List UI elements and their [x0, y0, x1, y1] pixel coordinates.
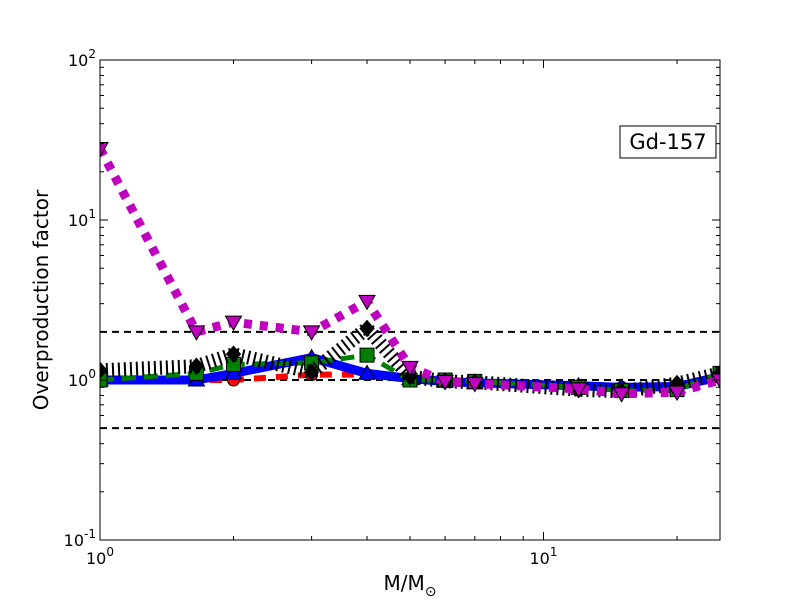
- reference-lines: [100, 330, 720, 430]
- y-axis-title: Overproduction factor: [29, 189, 53, 410]
- series-3-point-1: [188, 357, 205, 375]
- annotation-frame: [619, 125, 717, 159]
- series-3-point-2: [225, 345, 242, 363]
- axis-ticks: [99, 59, 720, 541]
- series-4-point-6: [436, 374, 454, 391]
- annotation-label: Gd-157: [629, 130, 706, 154]
- series-2-point-4: [359, 347, 375, 363]
- series-3-point-4: [359, 319, 375, 338]
- series-4-point-11: [711, 373, 720, 390]
- x-tick-label-1: 101: [530, 545, 558, 568]
- y-tick-label-0: 10-1: [64, 527, 96, 550]
- series-4-point-0: [100, 141, 109, 158]
- series-4-point-10: [668, 385, 686, 402]
- series-4-point-5: [401, 360, 419, 377]
- y-tick-label-1: 100: [68, 367, 96, 390]
- series-4-point-2: [224, 315, 243, 332]
- y-tick-label-3: 102: [68, 47, 96, 70]
- x-tick-label-0: 100: [86, 545, 114, 568]
- series-line-4: [100, 146, 720, 399]
- series-4-point-4: [358, 294, 376, 311]
- series-1-point-4: [358, 364, 376, 380]
- series-4-point-1: [187, 325, 206, 341]
- y-tick-label-2: 101: [68, 207, 96, 230]
- series-4-point-7: [465, 377, 484, 393]
- x-axis-title: M/M⊙: [384, 571, 437, 600]
- plot-area: [100, 60, 720, 540]
- series-layer: [100, 141, 720, 403]
- annotation-box: Gd-157: [619, 125, 717, 159]
- series-4-point-9: [612, 387, 631, 403]
- series-3-point-3: [303, 363, 320, 381]
- series-4-point-3: [302, 325, 321, 341]
- series-4-point-8: [569, 382, 588, 398]
- series-3-point-0: [100, 361, 108, 380]
- series-4: [100, 141, 720, 403]
- series-1-point-2: [224, 364, 243, 380]
